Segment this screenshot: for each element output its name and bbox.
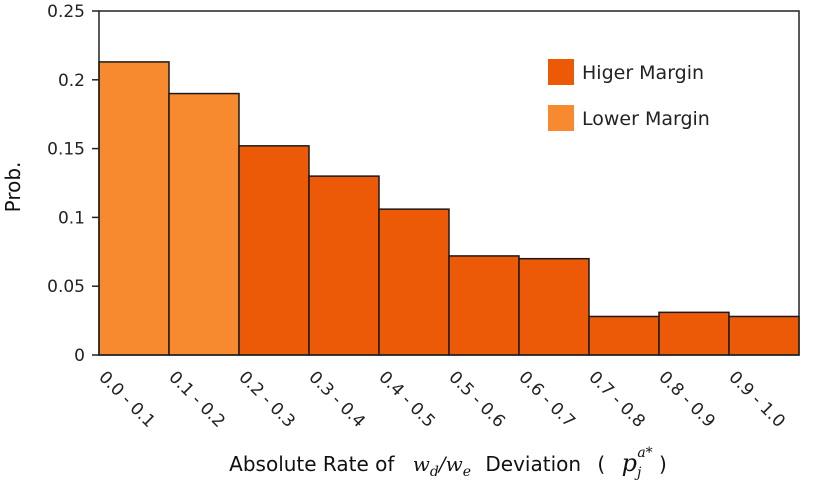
- x-tick-label: 0.0 - 0.1: [94, 367, 158, 431]
- y-axis-ticks: 0 0.05 0.1 0.15 0.2 0.25: [47, 2, 99, 366]
- legend-swatch-higher-margin: [548, 59, 574, 85]
- x-tick-label: 0.7 - 0.8: [584, 367, 648, 431]
- x-axis-label-open-paren: (: [597, 452, 605, 476]
- legend: Higer Margin Lower Margin: [548, 59, 710, 131]
- bar-9: [728, 315, 800, 356]
- bar-3: [308, 175, 380, 356]
- y-tick-label: 0.1: [58, 208, 85, 228]
- bar-0: [98, 61, 170, 356]
- legend-swatch-lower-margin: [548, 105, 574, 131]
- x-axis-label-close-paren: ): [659, 452, 667, 476]
- x-axis-label: Absolute Rate of wd/we Deviation ( pja* …: [229, 438, 667, 481]
- y-tick-label: 0.2: [58, 71, 85, 91]
- y-tick-label: 0.15: [47, 140, 85, 160]
- x-axis-ticks: 0.0 - 0.1 0.1 - 0.2 0.2 - 0.3 0.3 - 0.4 0.4 …: [94, 367, 788, 431]
- x-axis-label-middle: Deviation: [485, 452, 581, 476]
- x-tick-label: 0.9 - 1.0: [724, 367, 788, 431]
- x-tick-label: 0.1 - 0.2: [164, 367, 228, 431]
- x-tick-label: 0.2 - 0.3: [234, 367, 298, 431]
- x-axis-label-symbol: pja*: [622, 445, 653, 481]
- bar-8: [658, 311, 730, 356]
- x-tick-label: 0.8 - 0.9: [654, 367, 718, 431]
- bar-2: [238, 145, 310, 356]
- legend-label-lower-margin: Lower Margin: [582, 108, 710, 130]
- bar-6: [518, 257, 590, 356]
- bar-5: [448, 255, 520, 356]
- y-tick-label: 0.05: [47, 277, 85, 297]
- bar-4: [378, 208, 450, 356]
- x-tick-label: 0.6 - 0.7: [514, 367, 578, 431]
- bar-1: [168, 92, 240, 356]
- y-axis-label: Prob.: [1, 162, 25, 213]
- x-axis-label-prefix: Absolute Rate of: [229, 452, 395, 476]
- x-axis-label-ratio: wd/we: [413, 452, 471, 480]
- y-tick-label: 0.25: [47, 2, 85, 22]
- bar-7: [588, 315, 660, 356]
- x-tick-label: 0.4 - 0.5: [374, 367, 438, 431]
- bars-layer: [98, 61, 800, 356]
- legend-label-higher-margin: Higer Margin: [582, 62, 704, 84]
- x-tick-label: 0.3 - 0.4: [304, 367, 368, 431]
- x-tick-label: 0.5 - 0.6: [444, 367, 508, 431]
- y-tick-label: 0: [74, 346, 85, 366]
- plot-frame: [98, 10, 800, 356]
